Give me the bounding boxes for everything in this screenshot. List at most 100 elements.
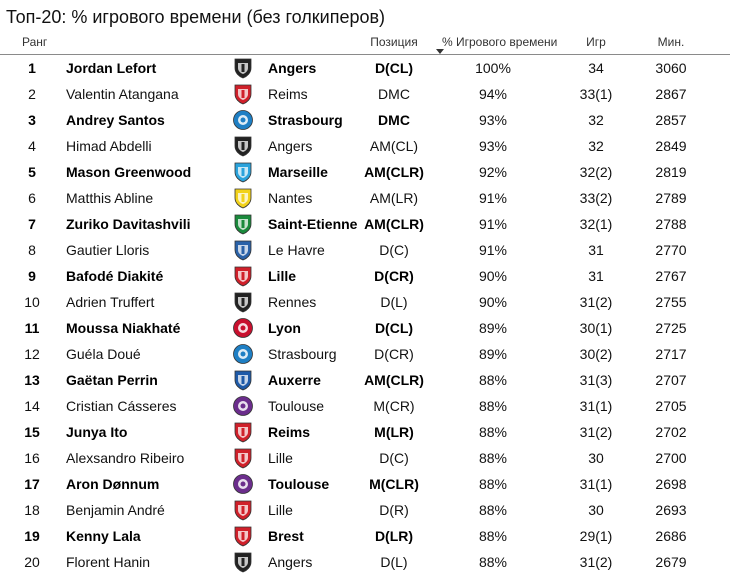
club-name[interactable]: Strasbourg — [268, 112, 343, 128]
player-name[interactable]: Valentin Atangana — [66, 86, 179, 102]
table-row[interactable]: 11 Moussa Niakhaté Lyon D(CL) 89% 30(1) 2725 — [0, 315, 730, 341]
player-name[interactable]: Gaëtan Perrin — [66, 372, 158, 388]
player-name[interactable]: Gautier Lloris — [66, 242, 150, 258]
club-name[interactable]: Le Havre — [268, 242, 325, 258]
lille-dogue-icon — [232, 499, 254, 521]
rank-cell: 4 — [28, 138, 36, 154]
club-name[interactable]: Angers — [268, 554, 313, 570]
header-pct[interactable]: % Игрового времени — [442, 35, 558, 49]
table-row[interactable]: 15 Junya Ito Reims M(LR) 88% 31(2) 2702 — [0, 419, 730, 445]
games-cell: 31(2) — [579, 554, 613, 570]
club-name[interactable]: Rennes — [268, 294, 317, 310]
club-name[interactable]: Nantes — [268, 190, 313, 206]
table-row[interactable]: 5 Mason Greenwood Marseille AM(CLR) 92% 32(2)… — [0, 159, 730, 185]
club-name[interactable]: Angers — [268, 60, 317, 76]
table-row[interactable]: 14 Cristian Cásseres Toulouse M(CR) 88% 31(1)… — [0, 393, 730, 419]
games-cell: 29(1) — [579, 528, 613, 544]
club-name[interactable]: Reims — [268, 86, 308, 102]
club-name[interactable]: Strasbourg — [268, 346, 337, 362]
hac-shield-icon — [232, 239, 254, 261]
rank-cell: 20 — [24, 554, 40, 570]
table-row[interactable]: 10 Adrien Truffert Rennes D(L) 90% 31(2) 2755 — [0, 289, 730, 315]
player-name[interactable]: Adrien Truffert — [66, 294, 155, 310]
playtime-pct-cell: 88% — [478, 372, 508, 388]
player-name[interactable]: Zuriko Davitashvili — [66, 216, 191, 232]
playtime-pct-cell: 90% — [478, 294, 508, 310]
club-name[interactable]: Angers — [268, 138, 313, 154]
table-row[interactable]: 18 Benjamin André Lille D(R) 88% 30 2693 — [0, 497, 730, 523]
minutes-cell: 2857 — [655, 112, 687, 128]
player-name[interactable]: Jordan Lefort — [66, 60, 157, 76]
player-name[interactable]: Matthis Abline — [66, 190, 154, 206]
table-row[interactable]: 3 Andrey Santos Strasbourg DMC 93% 32 2857 — [0, 107, 730, 133]
games-cell: 34 — [588, 60, 604, 76]
games-cell: 33(2) — [579, 190, 613, 206]
table-row[interactable]: 1 Jordan Lefort Angers D(CL) 100% 34 3060 — [0, 55, 730, 81]
club-name[interactable]: Lille — [268, 502, 293, 518]
position-cell: D(CR) — [374, 346, 414, 362]
table-row[interactable]: 17 Aron Dønnum Toulouse M(CLR) 88% 31(1) 2698 — [0, 471, 730, 497]
player-name[interactable]: Bafodé Diakité — [66, 268, 164, 284]
games-cell: 30 — [588, 502, 604, 518]
games-cell: 33(1) — [579, 86, 613, 102]
games-cell: 31(1) — [579, 476, 613, 492]
header-minutes[interactable]: Мин. — [657, 35, 685, 49]
header-rank[interactable]: Ранг — [22, 35, 48, 49]
table-row[interactable]: 7 Zuriko Davitashvili Saint-Etienne AM(CLR)… — [0, 211, 730, 237]
player-name[interactable]: Guéla Doué — [66, 346, 141, 362]
asse-shield-icon — [232, 213, 254, 235]
header-games[interactable]: Игр — [586, 35, 606, 49]
position-cell: D(L) — [380, 554, 408, 570]
rank-cell: 19 — [24, 528, 40, 544]
player-name[interactable]: Himad Abdelli — [66, 138, 152, 154]
player-name[interactable]: Benjamin André — [66, 502, 165, 518]
player-name[interactable]: Andrey Santos — [66, 112, 165, 128]
sort-desc-icon[interactable] — [436, 49, 444, 54]
games-cell: 31 — [588, 268, 604, 284]
playtime-pct-cell: 88% — [478, 554, 508, 570]
club-name[interactable]: Toulouse — [268, 476, 330, 492]
player-name[interactable]: Junya Ito — [66, 424, 128, 440]
player-name[interactable]: Mason Greenwood — [66, 164, 192, 180]
table-row[interactable]: 16 Alexsandro Ribeiro Lille D(C) 88% 30 2700 — [0, 445, 730, 471]
table-row[interactable]: 4 Himad Abdelli Angers AM(CL) 93% 32 2849 — [0, 133, 730, 159]
table-row[interactable]: 2 Valentin Atangana Reims DMC 94% 33(1) 2867 — [0, 81, 730, 107]
table-row[interactable]: 12 Guéla Doué Strasbourg D(CR) 89% 30(2) 2717 — [0, 341, 730, 367]
strasbourg-circle-icon — [232, 343, 254, 365]
table-row[interactable]: 13 Gaëtan Perrin Auxerre AM(CLR) 88% 31(3) 270… — [0, 367, 730, 393]
table-row[interactable]: 20 Florent Hanin Angers D(L) 88% 31(2) 2679 — [0, 549, 730, 575]
player-name[interactable]: Cristian Cásseres — [66, 398, 177, 414]
player-name[interactable]: Aron Dønnum — [66, 476, 160, 492]
table-row[interactable]: 19 Kenny Lala Brest D(LR) 88% 29(1) 2686 — [0, 523, 730, 549]
minutes-cell: 2686 — [655, 528, 687, 544]
minutes-cell: 2770 — [655, 242, 687, 258]
table-row[interactable]: 6 Matthis Abline Nantes AM(LR) 91% 33(2) 2789 — [0, 185, 730, 211]
table-row[interactable]: 9 Bafodé Diakité Lille D(CR) 90% 31 2767 — [0, 263, 730, 289]
table-header: Ранг Позиция % Игрового времени Игр Мин. — [0, 30, 730, 55]
club-name[interactable]: Saint-Etienne — [268, 216, 358, 232]
position-cell: D(CR) — [374, 268, 414, 284]
club-name[interactable]: Reims — [268, 424, 311, 440]
marseille-om-icon — [232, 161, 254, 183]
playtime-pct-cell: 88% — [478, 424, 508, 440]
position-cell: D(LR) — [374, 528, 414, 544]
club-name[interactable]: Lyon — [268, 320, 301, 336]
club-name[interactable]: Auxerre — [268, 372, 321, 388]
rank-cell: 15 — [24, 424, 40, 440]
playtime-pct-cell: 88% — [478, 528, 508, 544]
club-name[interactable]: Brest — [268, 528, 304, 544]
player-name[interactable]: Florent Hanin — [66, 554, 151, 570]
playtime-pct-cell: 93% — [478, 112, 508, 128]
club-name[interactable]: Marseille — [268, 164, 328, 180]
chart-title: Топ-20: % игрового времени (без голкипер… — [6, 7, 386, 27]
player-name[interactable]: Moussa Niakhaté — [66, 320, 181, 336]
club-name[interactable]: Lille — [268, 450, 293, 466]
club-name[interactable]: Lille — [268, 268, 297, 284]
player-name[interactable]: Alexsandro Ribeiro — [66, 450, 185, 466]
rank-cell: 14 — [24, 398, 40, 414]
header-position[interactable]: Позиция — [370, 35, 418, 49]
rank-cell: 1 — [28, 60, 36, 76]
club-name[interactable]: Toulouse — [268, 398, 325, 414]
table-row[interactable]: 8 Gautier Lloris Le Havre D(C) 91% 31 2770 — [0, 237, 730, 263]
player-name[interactable]: Kenny Lala — [66, 528, 141, 544]
